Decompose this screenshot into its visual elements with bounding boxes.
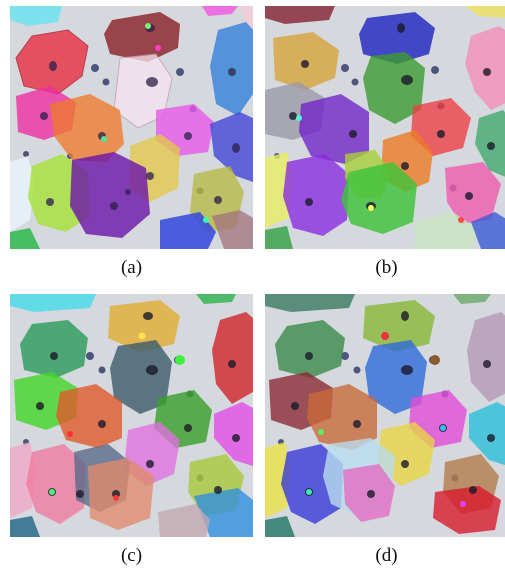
panel-d-segmentation [265,294,505,537]
panel-c-image [10,294,253,537]
caption-d: (d) [375,545,398,566]
caption-b: (b) [375,257,398,278]
caption-c: (c) [120,545,143,566]
panel-b-image [265,6,505,249]
panel-a-image [10,6,253,249]
panel-d-image [265,294,505,537]
panel-a-segmentation [10,6,253,249]
panel-b-segmentation [265,6,505,249]
panel-c-segmentation [10,294,253,537]
caption-a: (a) [120,257,143,278]
